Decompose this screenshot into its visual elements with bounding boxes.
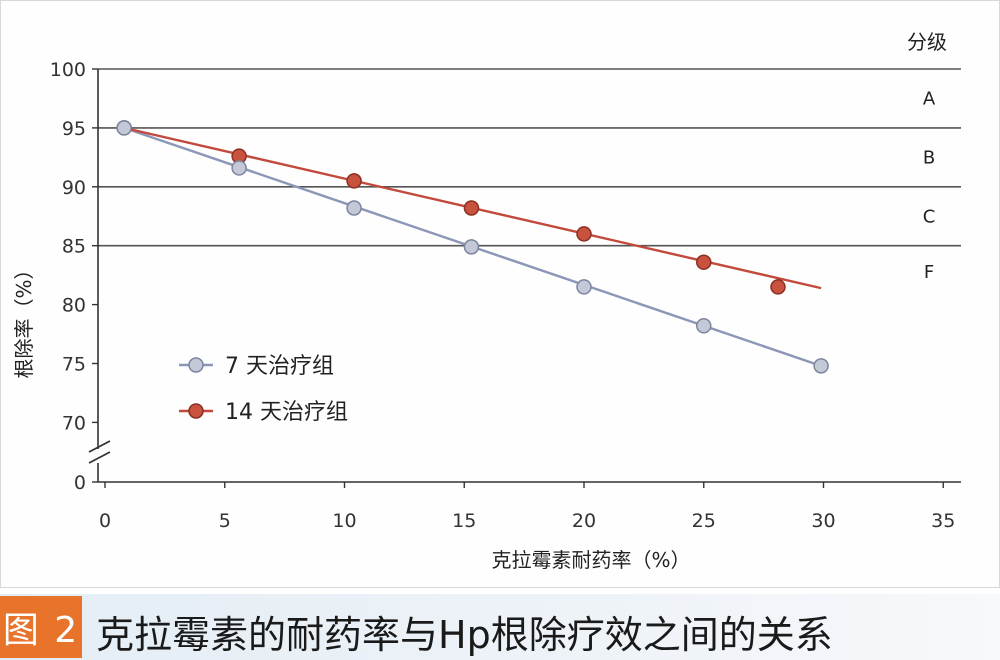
grade-label: C [923, 206, 936, 227]
data-point [463, 200, 480, 216]
axes: 0 70 75 80 85 90 95 100 0 5 10 15 20 25 30 35 克拉霉素耐药率（%）… [12, 59, 961, 572]
y-tick-label: 85 [62, 236, 86, 258]
grade-header: 分级 [907, 30, 947, 54]
data-point [116, 120, 132, 136]
x-tick-label: 30 [811, 510, 835, 532]
x-tick-label: 10 [332, 510, 356, 532]
legend-marker [188, 357, 204, 373]
legend-label: 7 天治疗组 [225, 354, 334, 379]
legend-marker [188, 403, 204, 419]
chart-svg: 分级 A B C F 0 70 75 80 85 90 95 100 0 5 10 15 20 25 30 35 克拉霉… [12, 30, 961, 572]
x-tick-label: 0 [99, 510, 111, 532]
x-tick-label: 20 [572, 510, 596, 532]
data-point [696, 254, 712, 270]
data-point [576, 279, 592, 295]
y-axis-title: 根除率（%） [12, 259, 36, 378]
y-tick-label: 95 [62, 118, 86, 140]
x-tick-label: 25 [692, 510, 716, 532]
data-point [231, 160, 247, 176]
grade-label: B [923, 147, 935, 168]
x-axis-title: 克拉霉素耐药率（%） [491, 548, 690, 572]
grade-label: F [924, 262, 934, 283]
x-tick-label: 15 [452, 510, 476, 532]
legend: 7 天治疗组 14 天治疗组 [179, 354, 348, 425]
axis-break-mark [88, 440, 111, 453]
data-point [346, 200, 362, 216]
grade-gridlines: 分级 A B C F [98, 30, 961, 283]
data-point [346, 173, 362, 189]
axis-break-mark [88, 451, 111, 464]
figure-caption: 克拉霉素的耐药率与Hp根除疗效之间的关系 [96, 613, 833, 657]
figure-number-badge: 图 2 [0, 596, 82, 658]
data-point [813, 358, 829, 374]
data-series [116, 120, 829, 374]
data-point [576, 226, 592, 242]
y-tick-label: 70 [62, 412, 86, 434]
grade-label: A [923, 88, 936, 109]
x-tick-label: 5 [219, 510, 231, 532]
y-tick-label: 0 [74, 472, 86, 494]
y-tick-label: 100 [50, 59, 86, 81]
y-tick-label: 80 [62, 295, 86, 317]
data-point [463, 239, 480, 255]
figure-caption-bar: 图 2 克拉霉素的耐药率与Hp根除疗效之间的关系 [0, 594, 1000, 660]
y-tick-label: 75 [62, 354, 86, 376]
y-tick-label: 90 [62, 177, 86, 199]
data-point [770, 279, 786, 295]
chart-panel: 分级 A B C F 0 70 75 80 85 90 95 100 0 5 10 15 20 25 30 35 克拉霉… [0, 0, 1000, 588]
x-tick-label: 35 [931, 510, 955, 532]
legend-label: 14 天治疗组 [225, 400, 348, 425]
data-point [696, 318, 712, 334]
